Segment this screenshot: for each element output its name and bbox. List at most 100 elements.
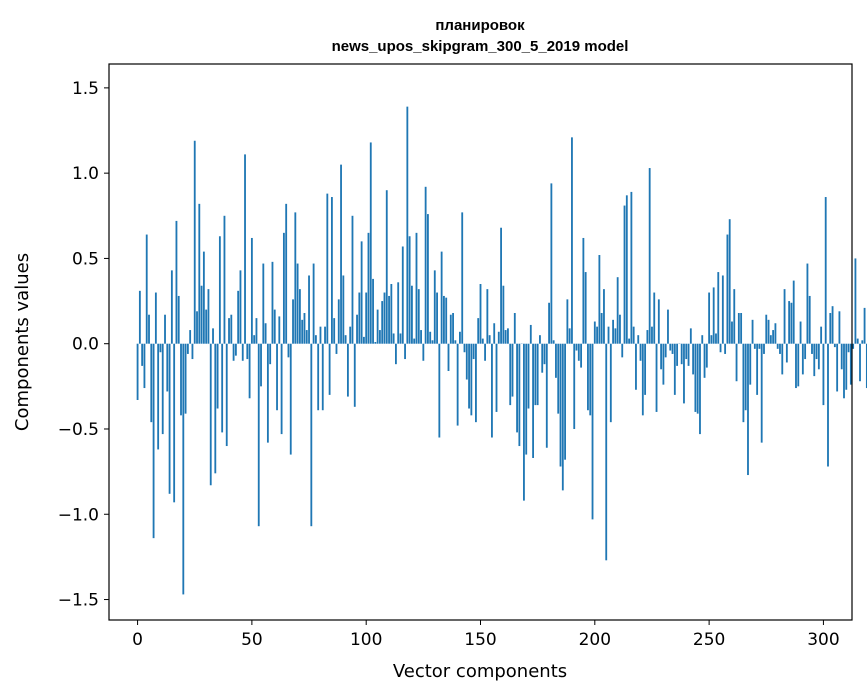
x-tick-label: 250 bbox=[693, 630, 725, 650]
bar bbox=[607, 326, 610, 344]
bar bbox=[840, 343, 843, 370]
bar bbox=[861, 340, 864, 344]
bar bbox=[465, 343, 468, 380]
bar bbox=[584, 272, 587, 344]
bar bbox=[534, 343, 537, 406]
bar bbox=[715, 333, 717, 344]
bar bbox=[452, 313, 454, 344]
bar bbox=[772, 330, 775, 344]
bar bbox=[372, 278, 374, 344]
bar bbox=[200, 285, 203, 344]
bar bbox=[248, 343, 251, 399]
bar bbox=[500, 227, 502, 344]
bar bbox=[776, 343, 779, 349]
bar bbox=[374, 342, 377, 344]
bar bbox=[724, 343, 727, 354]
bar bbox=[177, 295, 180, 344]
bar bbox=[438, 343, 441, 438]
bar bbox=[854, 258, 857, 344]
x-axis-label: Vector components bbox=[393, 661, 567, 682]
bar bbox=[271, 261, 274, 344]
bar bbox=[159, 343, 162, 353]
bar bbox=[676, 343, 679, 366]
bar bbox=[550, 183, 553, 344]
bar bbox=[456, 343, 459, 426]
y-tick-label: 1.0 bbox=[72, 164, 99, 184]
bar bbox=[260, 343, 262, 387]
bar bbox=[589, 343, 592, 416]
bar bbox=[648, 168, 651, 344]
bar bbox=[731, 321, 733, 344]
bar bbox=[523, 343, 525, 501]
bar bbox=[509, 343, 512, 406]
bar bbox=[241, 343, 244, 361]
bar bbox=[822, 343, 825, 406]
bar bbox=[758, 343, 761, 349]
bar bbox=[644, 343, 647, 395]
bar bbox=[532, 343, 534, 458]
bar bbox=[148, 314, 150, 344]
bar bbox=[495, 343, 498, 412]
bar bbox=[207, 289, 210, 344]
bar bbox=[317, 343, 320, 411]
bar bbox=[202, 251, 205, 344]
bar bbox=[847, 343, 850, 353]
bar bbox=[685, 343, 688, 360]
bar bbox=[552, 340, 555, 344]
bar bbox=[733, 289, 736, 344]
bar bbox=[504, 330, 507, 344]
bar bbox=[751, 319, 754, 344]
bar bbox=[660, 343, 663, 370]
bar bbox=[529, 324, 532, 344]
bar bbox=[779, 343, 781, 354]
bar bbox=[257, 343, 260, 527]
bar bbox=[395, 343, 397, 365]
bar bbox=[701, 335, 704, 344]
bar bbox=[422, 343, 425, 361]
y-tick-label: −1.5 bbox=[58, 591, 99, 611]
bar bbox=[312, 263, 315, 344]
bar bbox=[253, 335, 256, 344]
bar bbox=[166, 343, 169, 392]
bar bbox=[694, 343, 697, 412]
bar bbox=[333, 318, 336, 344]
bar bbox=[575, 343, 578, 351]
bar bbox=[744, 343, 747, 411]
bar bbox=[808, 295, 811, 344]
bar bbox=[726, 234, 729, 344]
y-tick-label: 0.5 bbox=[72, 249, 99, 269]
bar bbox=[536, 343, 539, 406]
bar bbox=[198, 203, 201, 344]
bar bbox=[598, 255, 601, 344]
bar bbox=[527, 343, 530, 409]
bar bbox=[186, 343, 189, 354]
bar bbox=[619, 314, 621, 344]
bar bbox=[488, 335, 491, 344]
bar bbox=[856, 338, 859, 344]
bar bbox=[637, 335, 640, 344]
bar bbox=[795, 343, 797, 389]
bar bbox=[378, 330, 381, 344]
bar bbox=[413, 338, 416, 344]
bar bbox=[383, 292, 386, 344]
bar bbox=[376, 309, 379, 344]
bar bbox=[651, 326, 653, 344]
bar bbox=[209, 343, 212, 486]
bar bbox=[657, 299, 660, 344]
bar bbox=[836, 343, 839, 392]
bar bbox=[824, 197, 827, 344]
bar bbox=[753, 343, 756, 349]
bar bbox=[326, 193, 329, 344]
bar bbox=[353, 343, 356, 407]
bar bbox=[154, 292, 157, 344]
bar bbox=[580, 343, 583, 368]
bar bbox=[605, 343, 608, 561]
bar bbox=[310, 343, 313, 527]
bar bbox=[829, 313, 832, 344]
bar bbox=[269, 343, 272, 365]
bar bbox=[516, 343, 518, 433]
bar bbox=[696, 343, 699, 414]
bar bbox=[417, 289, 420, 344]
bar bbox=[225, 343, 228, 447]
bar bbox=[429, 331, 432, 344]
